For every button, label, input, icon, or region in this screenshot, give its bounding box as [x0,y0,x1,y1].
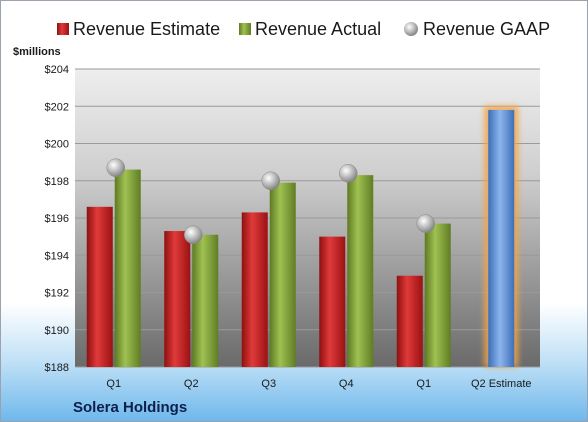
y-tick-label: $200 [45,139,69,151]
y-tick-label: $198 [45,176,69,188]
legend-label-revenue-actual: Revenue Actual [255,19,381,39]
legend-item-revenue-estimate: Revenue Estimate [57,19,220,39]
x-axis-tick-labels: Q1 Q2 Q3 Q4 Q1 Q2 Estimate [106,378,531,390]
marker-revenue-gaap [261,171,280,190]
company-name: Solera Holdings [73,399,188,416]
unit-label: $millions [13,46,61,58]
y-tick-label: $190 [45,325,69,337]
legend-label-revenue-gaap: Revenue GAAP [423,19,550,39]
bar-revenue-actual [347,175,374,367]
y-tick-label: $204 [45,64,69,76]
x-tick-label: Q3 [261,378,276,390]
legend-swatch-revenue-actual [239,23,251,35]
legend-swatch-revenue-estimate [57,23,69,35]
legend-swatch-revenue-gaap [404,22,418,36]
bar-revenue-estimate [241,212,268,367]
marker-revenue-gaap [339,164,358,183]
bar-revenue-projection [488,109,515,367]
bar-revenue-actual [269,182,296,367]
y-axis-tick-labels: $188 $190 $192 $194 $196 $198 $200 $202 $204 [45,64,69,374]
marker-revenue-gaap [106,158,125,177]
bars-layer [86,105,519,367]
marker-revenue-gaap [184,225,203,245]
y-tick-label: $188 [45,362,69,374]
legend-item-revenue-gaap: Revenue GAAP [404,19,550,39]
bar-revenue-actual [192,234,219,367]
bar-revenue-actual [424,223,451,367]
gridlines [75,68,540,368]
x-tick-label: Q2 [184,378,199,390]
y-tick-label: $194 [45,250,69,262]
bar-revenue-actual [114,169,141,367]
bar-revenue-estimate [396,275,423,367]
legend-item-revenue-actual: Revenue Actual [239,19,381,39]
bar-revenue-estimate [164,231,191,367]
y-tick-label: $196 [45,213,69,225]
y-tick-label: $192 [45,288,69,300]
bar-revenue-estimate [86,206,113,367]
y-tick-label: $202 [45,101,69,113]
legend: Revenue Estimate Revenue Actual Revenue … [57,19,550,39]
x-tick-label: Q2 Estimate [471,378,532,390]
legend-label-revenue-estimate: Revenue Estimate [73,19,220,39]
bar-revenue-estimate [319,236,346,367]
markers-layer [106,158,435,245]
x-tick-label: Q4 [339,378,354,390]
x-tick-label: Q1 [416,378,431,390]
marker-revenue-gaap [416,214,435,233]
x-tick-label: Q1 [106,378,121,390]
